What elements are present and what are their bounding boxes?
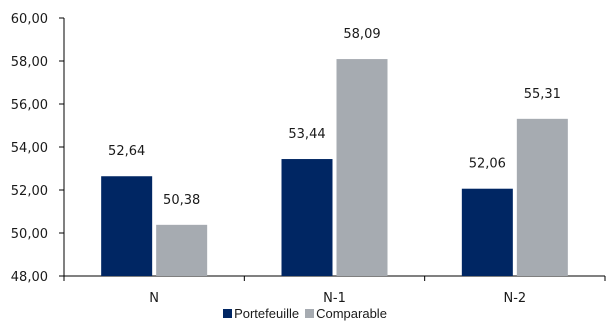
y-tick-label: 52,00: [11, 184, 48, 199]
y-tick-label: 56,00: [11, 98, 48, 113]
legend-item-comparable: Comparable: [305, 306, 387, 321]
bar-portefeuille: [101, 176, 153, 276]
legend-label-portefeuille: Portefeuille: [234, 305, 300, 321]
legend: Portefeuille Comparable: [0, 304, 610, 322]
data-label: 58,09: [343, 27, 380, 42]
legend-swatch-portefeuille: [223, 308, 233, 318]
legend-item-portefeuille: Portefeuille: [223, 306, 299, 321]
x-tick-label: N-2: [503, 291, 526, 306]
y-tick-label: 48,00: [11, 270, 48, 285]
y-tick-label: 58,00: [11, 55, 48, 70]
bar-comparable: [516, 118, 568, 277]
data-label: 53,44: [288, 127, 325, 142]
y-tick-label: 54,00: [11, 141, 48, 156]
bar-comparable: [336, 59, 388, 276]
data-label: 50,38: [163, 193, 200, 208]
data-label: 55,31: [524, 87, 561, 102]
y-tick-label: 50,00: [11, 227, 48, 242]
x-tick-label: N-1: [323, 291, 346, 306]
legend-label-comparable: Comparable: [316, 305, 387, 321]
bar-comparable: [156, 224, 208, 276]
legend-swatch-comparable: [305, 308, 315, 318]
bar-portefeuille: [281, 159, 333, 276]
y-tick-label: 60,00: [11, 12, 48, 27]
data-label: 52,64: [108, 144, 145, 159]
bar-portefeuille: [461, 188, 513, 276]
x-tick-label: N: [149, 291, 159, 306]
data-label: 52,06: [469, 157, 506, 172]
